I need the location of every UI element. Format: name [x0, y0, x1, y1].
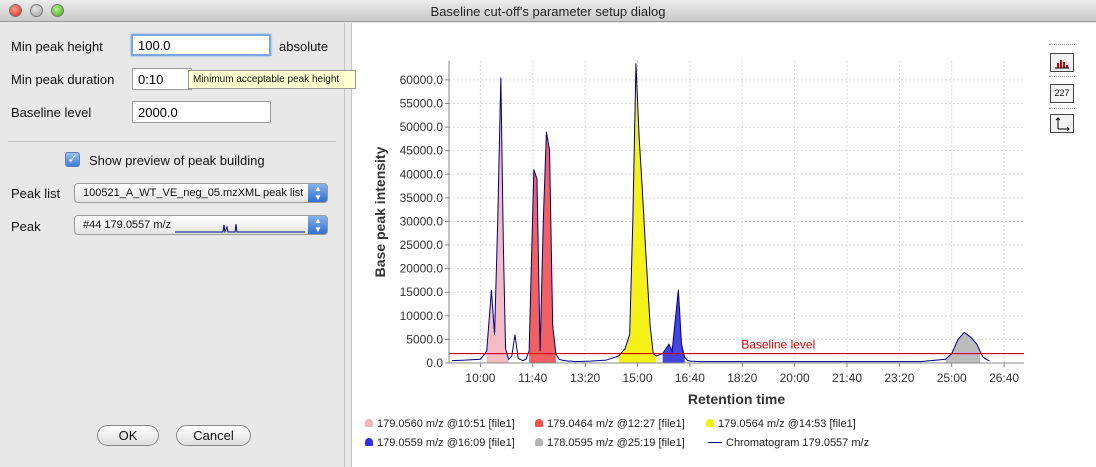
peak-select[interactable]: #44 179.0557 m/z ▲ ▼ [74, 215, 328, 235]
y-tick-label: 0.0 [426, 356, 443, 370]
y-tick-label: 40000.0 [400, 167, 444, 181]
legend-line [708, 442, 722, 443]
tooltip: Minimum acceptable peak height [188, 70, 356, 89]
toolbar-separator [1049, 76, 1075, 77]
x-tick-label: 20:00 [780, 371, 810, 385]
x-tick-label: 23:20 [884, 371, 914, 385]
y-tick-label: 10000.0 [400, 309, 444, 323]
legend-item: 179.0564 m/z @14:53 [file1] [706, 418, 856, 430]
legend-label: 179.0559 m/z @16:09 [file1] [377, 437, 515, 449]
baseline-label: Baseline level [741, 338, 815, 352]
ok-button[interactable]: OK [97, 425, 159, 446]
axes-icon[interactable] [1050, 114, 1074, 133]
histogram-icon[interactable] [1050, 53, 1074, 72]
toolbar-separator [1049, 108, 1075, 109]
legend-label: 179.0564 m/z @14:53 [file1] [718, 418, 856, 430]
peak-label: Peak [11, 219, 41, 234]
chromatogram-chart: Baseline level 0.0 5000.0 10000.0 15000.0 20… [372, 61, 1024, 407]
legend-item: Chromatogram 179.0557 m/z [708, 437, 869, 449]
separator [8, 141, 336, 142]
x-tick-label: 25:00 [937, 371, 967, 385]
minimize-window-button[interactable] [30, 4, 43, 17]
x-tick-label: 16:40 [675, 371, 705, 385]
legend-label: 179.0464 m/z @12:27 [file1] [547, 418, 685, 430]
peak-value: #44 179.0557 m/z [83, 219, 172, 231]
show-preview-label: Show preview of peak building [89, 153, 265, 168]
legend-label: 178.0595 m/z @25:19 [file1] [547, 437, 685, 449]
data-labels-text: 227 [1054, 88, 1070, 98]
cancel-button[interactable]: Cancel [176, 425, 251, 446]
x-tick-label: 18:20 [727, 371, 757, 385]
peak-list-select[interactable]: 100521_A_WT_VE_neg_05.mzXML peak list ▲ ▼ [74, 183, 328, 203]
chevron-updown-icon: ▲ ▼ [308, 216, 327, 234]
y-axis-label: Base peak intensity [372, 146, 388, 277]
peak-area-5 [945, 332, 981, 363]
min-peak-height-unit: absolute [279, 39, 329, 54]
x-tick-label: 10:00 [465, 371, 495, 385]
legend-item: 178.0595 m/z @25:19 [file1] [535, 437, 685, 449]
legend-swatch [535, 419, 543, 427]
min-peak-duration-label: Min peak duration [11, 72, 115, 87]
peak-thumbnail-icon [175, 223, 305, 233]
legend-swatch [365, 419, 373, 427]
peak-area-3 [618, 63, 657, 363]
legend-swatch [706, 419, 714, 427]
x-tick-label: 15:00 [623, 371, 653, 385]
data-labels-icon[interactable]: 227 [1050, 84, 1074, 103]
zoom-window-button[interactable] [51, 4, 64, 17]
min-peak-height-input[interactable] [131, 34, 271, 56]
y-tick-label: 5000.0 [406, 332, 443, 346]
y-tick-label: 55000.0 [400, 96, 444, 110]
chevron-updown-icon: ▲ ▼ [308, 184, 327, 202]
close-window-button[interactable] [9, 4, 22, 17]
window-title: Baseline cut-off's parameter setup dialo… [430, 4, 666, 19]
chromatogram-line [452, 63, 990, 363]
legend-item: 179.0560 m/z @10:51 [file1] [365, 418, 515, 430]
show-preview-checkbox[interactable]: ✓ [65, 152, 80, 167]
toolbar-separator [1049, 44, 1075, 45]
y-tick-label: 45000.0 [400, 144, 444, 158]
y-tick-label: 60000.0 [400, 73, 444, 87]
x-tick-label: 26:40 [989, 371, 1019, 385]
legend-swatch [365, 438, 373, 446]
peak-list-label: Peak list [11, 186, 61, 201]
min-peak-height-label: Min peak height [11, 39, 103, 54]
baseline-level-label: Baseline level [11, 105, 92, 120]
y-tick-label: 25000.0 [400, 238, 444, 252]
y-tick-label: 30000.0 [400, 214, 444, 228]
legend-item: 179.0559 m/z @16:09 [file1] [365, 437, 515, 449]
x-axis-label: Retention time [688, 391, 785, 407]
peak-area-2 [529, 131, 556, 363]
parameter-panel [0, 23, 345, 467]
min-peak-duration-input[interactable] [132, 68, 192, 90]
y-tick-label: 50000.0 [400, 120, 444, 134]
y-tick-label: 20000.0 [400, 262, 444, 276]
legend-label: Chromatogram 179.0557 m/z [726, 437, 870, 449]
x-tick-label: 21:40 [832, 371, 862, 385]
x-tick-label: 11:40 [518, 371, 547, 385]
peak-list-value: 100521_A_WT_VE_neg_05.mzXML peak list [83, 187, 304, 199]
legend-item: 179.0464 m/z @12:27 [file1] [535, 418, 685, 430]
peak-area-1 [486, 77, 509, 363]
legend-label: 179.0560 m/z @10:51 [file1] [377, 418, 515, 430]
legend-swatch [535, 438, 543, 446]
x-tick-label: 13:20 [570, 371, 600, 385]
title-bar: Baseline cut-off's parameter setup dialo… [0, 0, 1096, 22]
y-tick-label: 15000.0 [400, 285, 444, 299]
baseline-level-input[interactable] [132, 101, 271, 123]
y-tick-label: 35000.0 [400, 191, 444, 205]
